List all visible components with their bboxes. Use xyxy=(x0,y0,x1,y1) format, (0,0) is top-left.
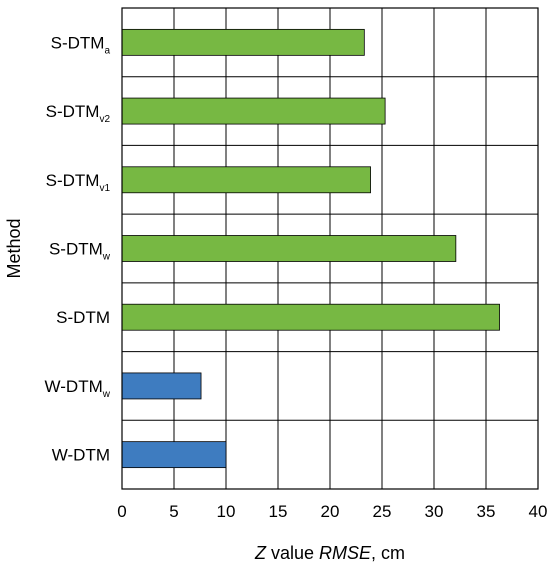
bar-1 xyxy=(121,97,386,125)
x-tick-labels: 0 5 10 15 20 25 30 35 40 xyxy=(117,502,547,521)
plot-frame xyxy=(121,7,539,490)
y-category-label-0: S-DTMa xyxy=(51,33,111,56)
y-category-labels: S-DTMa S-DTMv2 S-DTMv1 S-DTMw S-DTM W-DTMw W-D… xyxy=(45,33,111,464)
bar-6 xyxy=(121,441,227,469)
x-tick-label-8: 40 xyxy=(529,502,548,521)
bar-5 xyxy=(121,372,202,400)
bars xyxy=(121,28,500,469)
y-category-label-4: S-DTM xyxy=(56,308,110,327)
x-tick-label-0: 0 xyxy=(117,502,126,521)
y-axis-title: Method xyxy=(4,218,24,278)
bar-2 xyxy=(121,166,371,194)
x-tick-label-4: 20 xyxy=(321,502,340,521)
y-category-label-1: S-DTMv2 xyxy=(46,102,111,125)
x-axis-title: Z value RMSE, cm xyxy=(254,543,405,563)
y-category-label-5: W-DTMw xyxy=(45,377,111,400)
bar-0 xyxy=(121,28,365,56)
y-category-label-2: S-DTMv1 xyxy=(46,171,111,194)
bar-3 xyxy=(121,235,457,262)
bar-4 xyxy=(121,303,500,331)
x-tick-label-3: 15 xyxy=(269,502,288,521)
x-tick-label-6: 30 xyxy=(425,502,444,521)
y-category-label-3: S-DTMw xyxy=(49,240,111,263)
y-category-label-6: W-DTM xyxy=(52,446,110,465)
x-tick-label-1: 5 xyxy=(169,502,178,521)
x-tick-label-5: 25 xyxy=(373,502,392,521)
x-tick-label-2: 10 xyxy=(217,502,236,521)
x-tick-label-7: 35 xyxy=(477,502,496,521)
